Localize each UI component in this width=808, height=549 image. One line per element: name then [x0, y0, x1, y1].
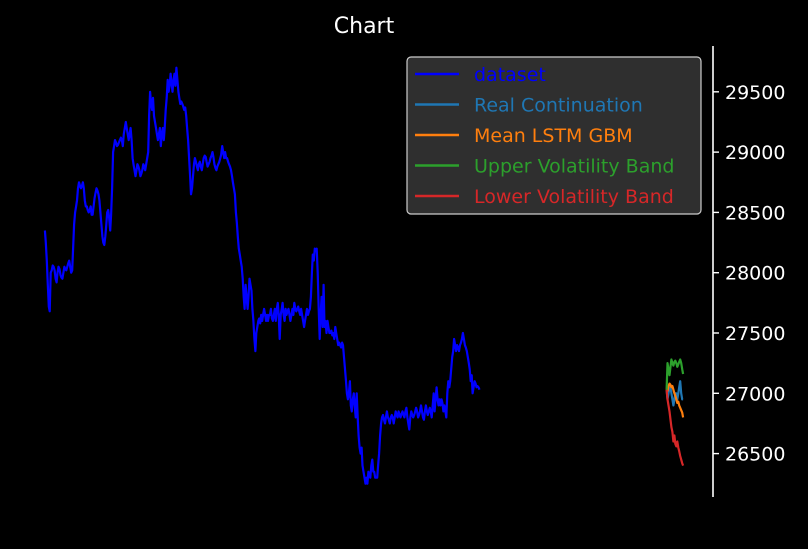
legend-label: Real Continuation [474, 95, 643, 117]
legend-label: Mean LSTM GBM [474, 125, 633, 147]
legend-box [406, 56, 702, 215]
legend: dataset Real Continuation Mean LSTM GBM Upp… [406, 56, 702, 215]
series-lines [43, 66, 685, 485]
y-tick-label: 26500 [725, 444, 785, 466]
y-tick-label: 27000 [725, 383, 785, 405]
series-line-lower-volatility-band [665, 389, 685, 466]
y-tick-label: 28500 [725, 202, 785, 224]
series-line-upper-volatility-band [665, 358, 685, 390]
series-line-mean-lstm-gbm [665, 382, 685, 418]
y-tick-label: 29000 [725, 142, 785, 164]
y-tick-label: 28000 [725, 263, 785, 285]
legend-label: Upper Volatility Band [474, 156, 674, 178]
series-line-dataset [43, 66, 481, 485]
chart-title: Chart [334, 14, 395, 39]
y-tick-label: 29500 [725, 82, 785, 104]
legend-label: Lower Volatility Band [474, 186, 674, 208]
y-axis-ticks: 26500 27000 27500 28000 28500 29000 29500 [713, 82, 785, 466]
y-tick-label: 27500 [725, 323, 785, 345]
legend-label: dataset [474, 64, 546, 86]
